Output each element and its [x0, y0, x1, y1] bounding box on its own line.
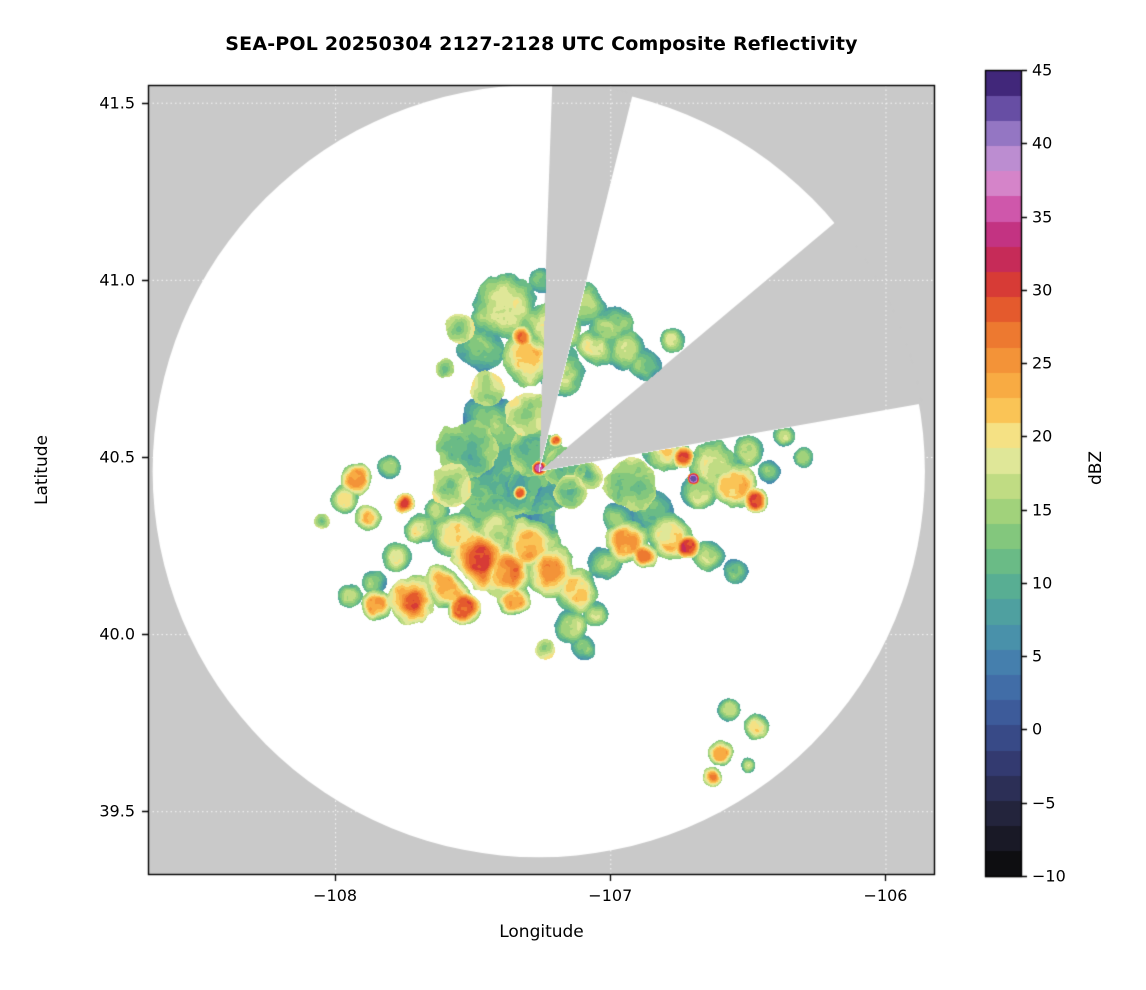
- colorbar-tick-label: 30: [1032, 280, 1053, 300]
- colorbar-tick-label: −10: [1032, 866, 1066, 886]
- x-tick-label: −107: [588, 886, 633, 905]
- x-tick-label: −106: [863, 886, 908, 905]
- y-tick-label: 41.0: [99, 270, 135, 290]
- x-axis-label: Longitude: [499, 922, 584, 942]
- colorbar-tick-label: −5: [1032, 793, 1056, 813]
- y-tick-label: 39.5: [99, 801, 135, 821]
- colorbar-tick-label: 25: [1032, 353, 1053, 373]
- colorbar-tick-label: 15: [1032, 500, 1053, 520]
- colorbar-tick-label: 45: [1032, 60, 1053, 80]
- y-tick-label: 40.0: [99, 624, 135, 644]
- colorbar-tick-label: 20: [1032, 426, 1053, 446]
- chart-title: SEA-POL 20250304 2127-2128 UTC Composite…: [225, 33, 858, 55]
- colorbar-tick-label: 40: [1032, 133, 1053, 153]
- y-tick-label: 40.5: [99, 447, 135, 467]
- y-axis-label: Latitude: [32, 435, 52, 505]
- colorbar-tick-label: 0: [1032, 719, 1043, 739]
- colorbar-tick-label: 35: [1032, 207, 1053, 227]
- x-tick-label: −108: [313, 886, 358, 905]
- colorbar-label: dBZ: [1086, 450, 1106, 486]
- colorbar-tick-label: 10: [1032, 573, 1053, 593]
- y-tick-label: 41.5: [99, 93, 135, 113]
- colorbar-tick-label: 5: [1032, 646, 1043, 666]
